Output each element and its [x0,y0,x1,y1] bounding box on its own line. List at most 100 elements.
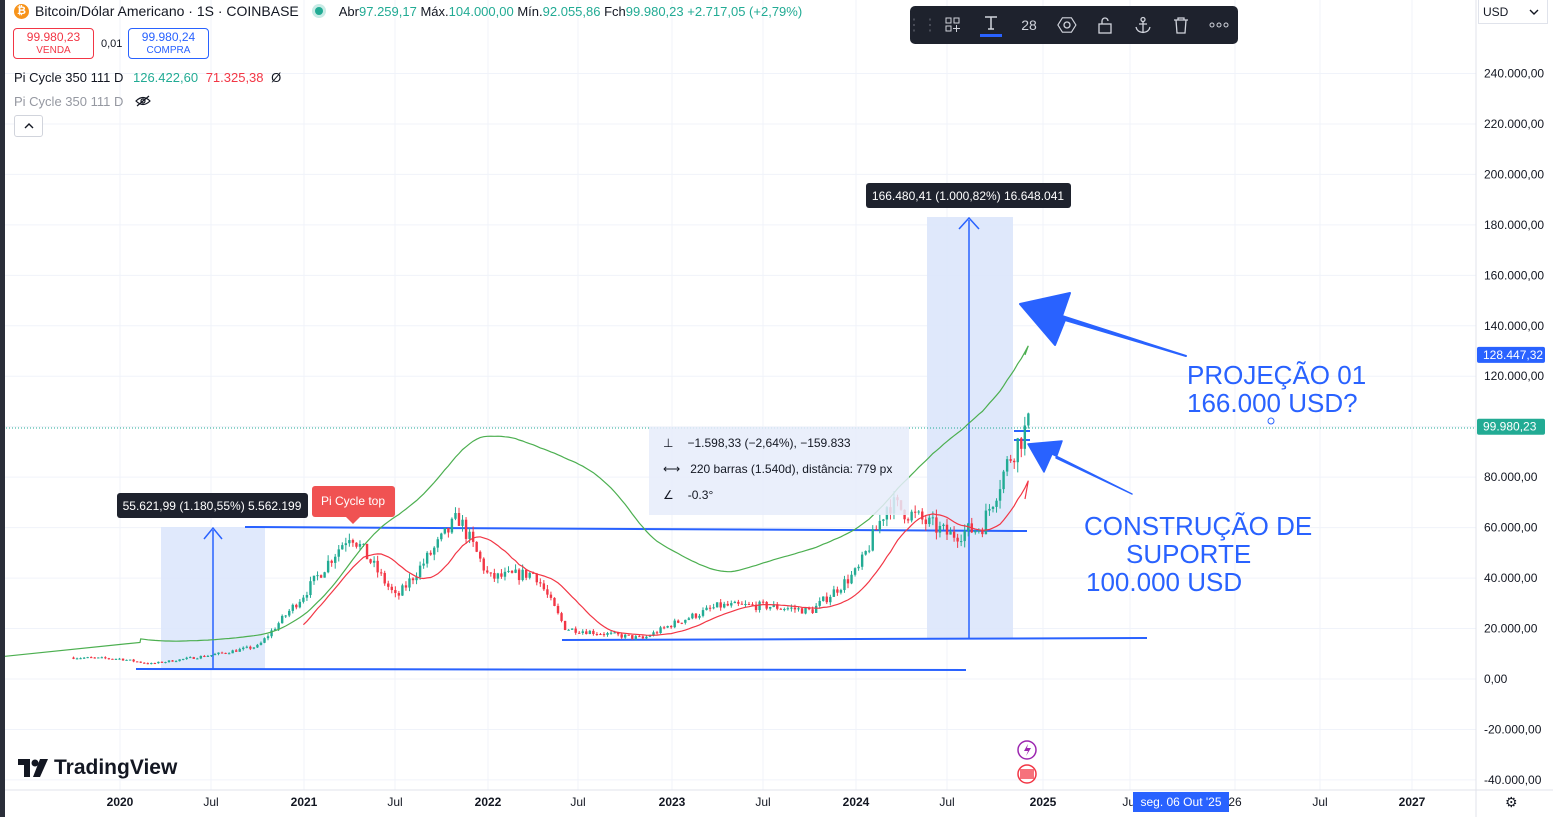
candle-body [139,661,142,663]
candle-body [196,658,199,660]
candle-body [528,572,531,578]
candle-body [726,603,729,606]
candle-body [503,571,507,577]
tradingview-logo-icon [18,759,48,777]
symbol-title[interactable]: Bitcoin/Dólar Americano · 1S · COINBASE [35,3,299,19]
candle-body [772,604,775,607]
candle-body [100,657,104,659]
candle-body [705,607,708,611]
template-icon[interactable] [934,6,972,44]
candle-body [397,593,401,596]
candle-body [355,542,358,547]
candle-body [97,657,100,659]
drag-handle-icon[interactable]: ⋮⋮ [906,17,938,34]
buy-button[interactable]: 99.980,24 COMPRA [128,28,209,59]
candle-body [669,626,673,628]
candle-body [443,527,447,534]
candle-body [372,560,376,563]
candle-body [524,569,528,578]
symbol-header[interactable]: ₿ Bitcoin/Dólar Americano · 1S · COINBAS… [14,3,802,19]
price-tick-label: 160.000,00 [1484,268,1544,282]
tradingview-logo[interactable]: TradingView [18,756,177,780]
time-tick-label: 2025 [1030,795,1057,809]
candle-body [818,600,821,606]
font-size-button[interactable]: 28 [1021,17,1037,33]
candle-body [779,608,783,610]
candle-body [334,556,337,563]
candle-body [786,608,790,610]
drawing-toolbar[interactable]: ⋮⋮ 28 [906,6,1238,44]
candle-body [298,601,302,608]
candle-body [832,589,836,597]
candle-body [482,558,485,571]
candle-body [128,659,132,661]
ohlc-values: Abr97.259,17 Máx.104.000,00 Mín.92.055,8… [338,3,803,19]
candle-body [457,513,461,526]
candle-body [252,647,256,649]
candle-body [740,603,744,605]
sell-button[interactable]: 99.980,23 VENDA [13,28,94,59]
candle-body [804,607,807,614]
candle-body [288,610,291,616]
candle-body [963,530,966,542]
time-tick-label: Jul [570,795,585,809]
lock-icon[interactable] [1086,6,1124,44]
angle-icon: ∠ [663,488,674,502]
collapse-legend-button[interactable] [14,115,43,137]
support-annotation[interactable]: CONSTRUÇÃO DE SUPORTE 100.000 USD [1084,511,1313,597]
candle-body [620,634,623,638]
indicator-legend-1[interactable]: Pi Cycle 350 111 D 126.422,60 71.325,38 … [14,70,282,85]
indicator-legend-2[interactable]: Pi Cycle 350 111 D [14,94,151,109]
candle-body [210,655,213,657]
candle-body [510,570,514,573]
trash-icon[interactable] [1162,6,1200,44]
candle-body [924,519,927,525]
time-tick-label: 2020 [107,795,134,809]
candle-body [641,636,645,639]
gear-icon[interactable]: ⚙ [1505,794,1518,810]
candle-body [369,559,372,563]
time-tick-label: Jul [939,795,954,809]
candle-body [185,657,188,659]
candle-body [479,551,482,559]
candle-body [107,658,111,660]
text-color-button[interactable] [972,6,1010,44]
price-label-box [1477,418,1545,435]
price-tick-label: 200.000,00 [1484,167,1544,181]
currency-select[interactable]: USD [1478,0,1548,24]
anchor-icon[interactable] [1124,6,1162,44]
candle-body [652,632,655,636]
candle-body [906,519,910,521]
measure-ranges: 55.621,99 (1.180,55%) 5.562.199 166.480,4… [117,183,1071,669]
candle-body [751,604,754,606]
candle-body [655,632,659,634]
candle-body [500,573,503,577]
candle-body [125,659,128,661]
candle-body [761,601,765,603]
candle-body [977,530,981,532]
more-icon[interactable] [1200,6,1238,44]
candle-body [701,610,705,616]
candle-body [1005,459,1009,472]
candle-body [181,658,185,660]
eye-off-icon[interactable] [135,95,151,107]
left-edge-bar [0,0,5,817]
candle-body [231,650,234,654]
candle-body [411,578,415,581]
candle-body [171,660,174,662]
candle-body [871,529,874,551]
candle-body [846,579,850,584]
style-icon[interactable] [1048,6,1086,44]
projection-annotation[interactable]: PROJEÇÃO 01 166.000 USD? [1187,360,1367,418]
candle-body [319,575,323,578]
candle-body [694,613,698,618]
candle-body [776,604,779,609]
candle-body [602,634,606,636]
candle-body [733,601,737,604]
candle-body [249,646,252,649]
candle-body [595,634,599,636]
candle-body [245,646,249,648]
support-arrow [1027,440,1133,495]
candle-body [585,631,588,635]
